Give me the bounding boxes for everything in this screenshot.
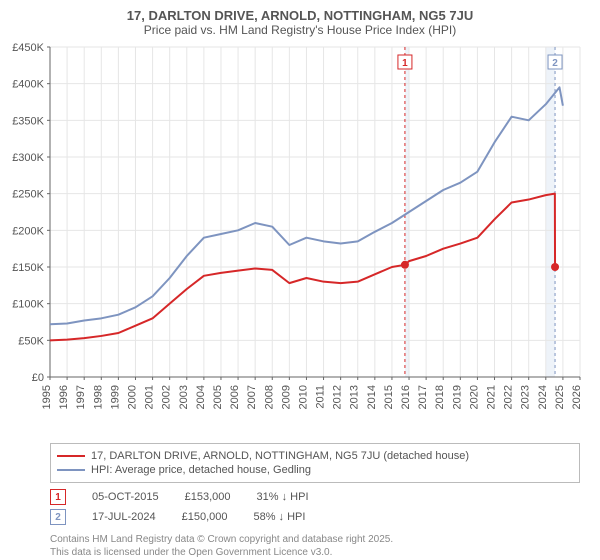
svg-text:2025: 2025 (554, 385, 566, 409)
svg-text:2001: 2001 (144, 385, 156, 409)
sale-price: £153,000 (185, 491, 231, 503)
marker-icon: 1 (50, 489, 66, 505)
svg-text:2015: 2015 (383, 385, 395, 409)
svg-text:2018: 2018 (434, 385, 446, 409)
svg-text:2022: 2022 (503, 385, 515, 409)
legend-label: 17, DARLTON DRIVE, ARNOLD, NOTTINGHAM, N… (91, 450, 469, 462)
svg-text:1996: 1996 (58, 385, 70, 409)
svg-text:2017: 2017 (417, 385, 429, 409)
legend: 17, DARLTON DRIVE, ARNOLD, NOTTINGHAM, N… (50, 443, 580, 483)
svg-text:£0: £0 (32, 372, 44, 384)
svg-text:1998: 1998 (92, 385, 104, 409)
sale-delta: 31% ↓ HPI (257, 491, 309, 503)
legend-item: 17, DARLTON DRIVE, ARNOLD, NOTTINGHAM, N… (57, 450, 573, 462)
svg-text:2010: 2010 (297, 385, 309, 409)
svg-text:2009: 2009 (280, 385, 292, 409)
svg-text:2000: 2000 (126, 385, 138, 409)
svg-text:£400K: £400K (12, 79, 44, 91)
svg-text:£50K: £50K (18, 335, 44, 347)
svg-text:2008: 2008 (263, 385, 275, 409)
svg-text:1997: 1997 (75, 385, 87, 409)
chart-title-line1: 17, DARLTON DRIVE, ARNOLD, NOTTINGHAM, N… (0, 8, 600, 23)
svg-text:2023: 2023 (520, 385, 532, 409)
svg-text:2021: 2021 (486, 385, 498, 409)
legend-swatch (57, 455, 85, 457)
svg-text:2024: 2024 (537, 385, 549, 409)
chart-area: £0 £50K £100K £150K £200K £250K £300K £350K £400… (0, 37, 600, 437)
svg-text:2013: 2013 (349, 385, 361, 409)
sale-date: 05-OCT-2015 (92, 491, 159, 503)
svg-text:2020: 2020 (468, 385, 480, 409)
legend-item: HPI: Average price, detached house, Gedl… (57, 464, 573, 476)
svg-text:2019: 2019 (451, 385, 463, 409)
sale-delta: 58% ↓ HPI (253, 511, 305, 523)
legend-label: HPI: Average price, detached house, Gedl… (91, 464, 311, 476)
svg-text:2006: 2006 (229, 385, 241, 409)
svg-text:£300K: £300K (12, 152, 44, 164)
svg-text:2016: 2016 (400, 385, 412, 409)
svg-text:£350K: £350K (12, 115, 44, 127)
svg-text:2026: 2026 (571, 385, 583, 409)
svg-text:£250K: £250K (12, 189, 44, 201)
svg-text:2005: 2005 (212, 385, 224, 409)
svg-text:2003: 2003 (178, 385, 190, 409)
svg-text:£100K: £100K (12, 299, 44, 311)
sale-price: £150,000 (182, 511, 228, 523)
svg-text:2002: 2002 (161, 385, 173, 409)
footer-line: Contains HM Land Registry data © Crown c… (50, 533, 580, 546)
svg-text:2012: 2012 (332, 385, 344, 409)
marker-icon: 2 (50, 509, 66, 525)
svg-text:2011: 2011 (315, 385, 327, 409)
sale-date: 17-JUL-2024 (92, 511, 156, 523)
footer-line: This data is licensed under the Open Gov… (50, 546, 580, 559)
svg-text:2004: 2004 (195, 385, 207, 409)
chart-title-line2: Price paid vs. HM Land Registry's House … (0, 23, 600, 37)
svg-text:£450K: £450K (12, 42, 44, 54)
svg-text:1: 1 (402, 58, 408, 69)
footer: Contains HM Land Registry data © Crown c… (50, 533, 580, 559)
svg-text:1995: 1995 (41, 385, 53, 409)
svg-text:2: 2 (552, 58, 558, 69)
svg-text:2014: 2014 (366, 385, 378, 409)
legend-swatch (57, 469, 85, 471)
chart-svg: £0 £50K £100K £150K £200K £250K £300K £350K £400… (0, 37, 600, 437)
svg-text:£200K: £200K (12, 225, 44, 237)
svg-text:2007: 2007 (246, 385, 258, 409)
svg-text:1999: 1999 (109, 385, 121, 409)
sales-table: 1 05-OCT-2015 £153,000 31% ↓ HPI 2 17-JU… (50, 489, 580, 525)
svg-text:£150K: £150K (12, 262, 44, 274)
table-row: 2 17-JUL-2024 £150,000 58% ↓ HPI (50, 509, 580, 525)
table-row: 1 05-OCT-2015 £153,000 31% ↓ HPI (50, 489, 580, 505)
